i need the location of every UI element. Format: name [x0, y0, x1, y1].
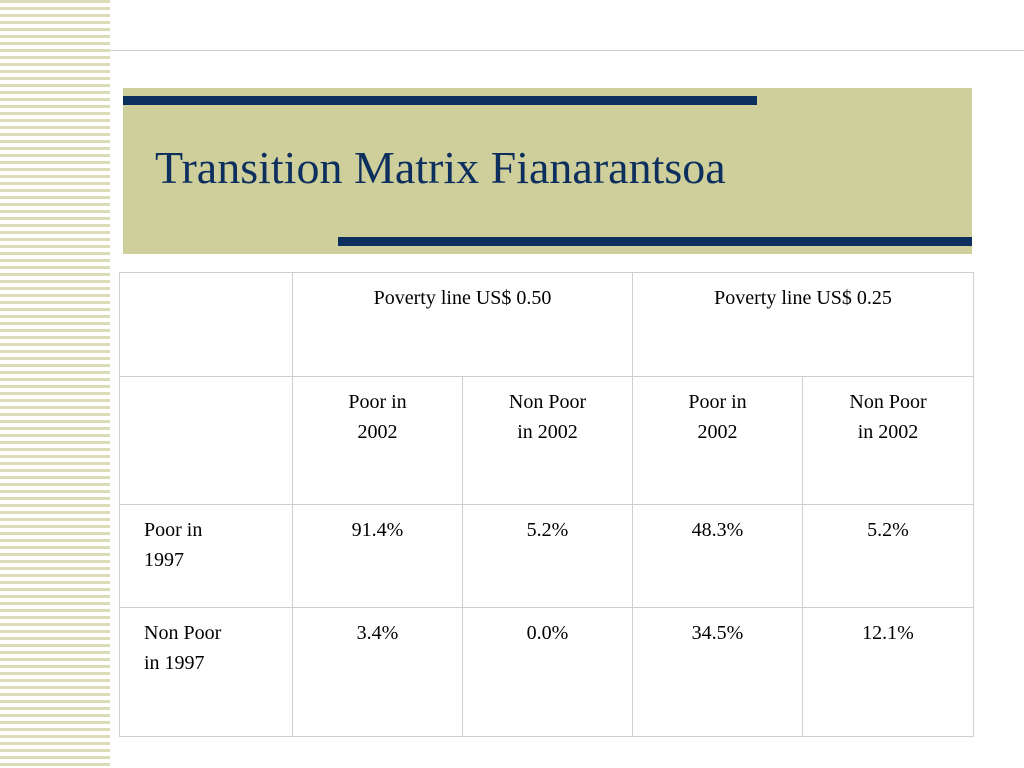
table-row: Poor in 1997 91.4% 5.2% 48.3% 5.2% — [119, 504, 974, 608]
table-cell: 48.3% — [632, 504, 803, 608]
table-empty-cell — [119, 376, 293, 505]
transition-matrix-table: Poverty line US$ 0.50 Poverty line US$ 0… — [119, 272, 974, 737]
table-cell: 3.4% — [292, 607, 463, 737]
table-subheader-row: Poor in 2002 Non Poor in 2002 Poor in 20… — [119, 376, 974, 505]
table-cell: 91.4% — [292, 504, 463, 608]
table-header-row: Poverty line US$ 0.50 Poverty line US$ 0… — [119, 272, 974, 377]
title-panel — [123, 88, 972, 254]
group-header-025: Poverty line US$ 0.25 — [632, 272, 974, 377]
table-cell: 12.1% — [802, 607, 974, 737]
table-cell: 5.2% — [462, 504, 633, 608]
table-cell: 5.2% — [802, 504, 974, 608]
group-header-050: Poverty line US$ 0.50 — [292, 272, 633, 377]
subheader-poor-2002: Poor in 2002 — [292, 376, 463, 505]
table-cell: 0.0% — [462, 607, 633, 737]
table-cell: 34.5% — [632, 607, 803, 737]
slide-title: Transition Matrix Fianarantsoa — [155, 142, 726, 193]
title-accent-bar-top — [123, 96, 757, 105]
subheader-poor-2002: Poor in 2002 — [632, 376, 803, 505]
table-row: Non Poor in 1997 3.4% 0.0% 34.5% 12.1% — [119, 607, 974, 737]
top-divider — [110, 50, 1024, 51]
row-label: Poor in 1997 — [119, 504, 293, 608]
table-corner-cell — [119, 272, 293, 377]
subheader-nonpoor-2002: Non Poor in 2002 — [462, 376, 633, 505]
title-accent-bar-bottom — [338, 237, 972, 246]
subheader-nonpoor-2002: Non Poor in 2002 — [802, 376, 974, 505]
decorative-stripes — [0, 0, 110, 768]
row-label: Non Poor in 1997 — [119, 607, 293, 737]
